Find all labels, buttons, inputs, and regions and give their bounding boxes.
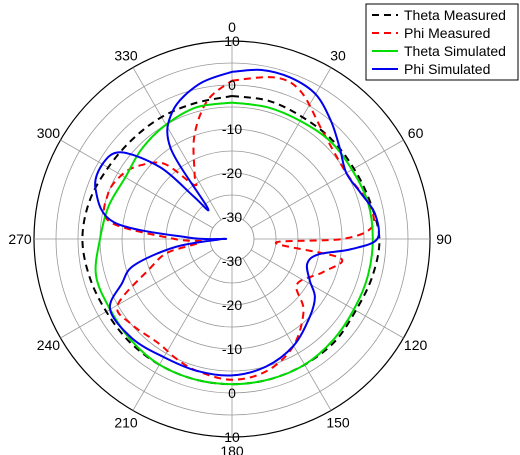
- radial-tick-label: -30: [222, 253, 242, 269]
- grid-spoke: [250, 139, 404, 229]
- angle-tick-label: 120: [404, 337, 428, 353]
- angle-tick-label: 270: [8, 231, 32, 247]
- radial-tick-label: -10: [222, 121, 242, 137]
- grid-spoke: [60, 139, 214, 229]
- grid-spoke: [132, 257, 222, 411]
- polar-grid: [33, 40, 431, 438]
- angle-tick-label: 300: [37, 125, 61, 141]
- angle-tick-label: 90: [436, 231, 452, 247]
- legend-label: Phi Simulated: [404, 61, 490, 77]
- angle-tick-label: 240: [37, 337, 61, 353]
- radial-tick-label: -30: [222, 209, 242, 225]
- grid-spoke: [250, 249, 404, 339]
- angle-tick-label: 30: [330, 47, 346, 63]
- angle-tick-label: 60: [408, 125, 424, 141]
- series-layer: [81, 68, 381, 386]
- series-line-3: [94, 101, 374, 386]
- radial-tick-label: 10: [224, 429, 240, 445]
- legend: Theta Measured Phi Measured Theta Simulate…: [365, 3, 519, 81]
- radial-tick-label: -10: [222, 341, 242, 357]
- angle-tick-label: 0: [228, 19, 236, 35]
- radial-tick-label: 0: [228, 77, 236, 93]
- grid-spoke: [242, 257, 332, 411]
- radial-tick-label: 0: [228, 385, 236, 401]
- radial-tick-label: -20: [222, 297, 242, 313]
- series-line-4: [94, 68, 381, 377]
- grid-spoke: [60, 249, 214, 339]
- legend-label: Theta Simulated: [404, 43, 506, 59]
- angle-tick-label: 150: [326, 415, 350, 431]
- angle-tick-label: 180: [220, 443, 244, 455]
- radial-tick-label: 10: [224, 33, 240, 49]
- grid-spoke: [242, 67, 332, 221]
- axis-labels: 0 30 60 90 120 150 180 210 240 270 300 330 -30 -20 -10…: [8, 19, 452, 455]
- grid-spoke: [132, 67, 222, 221]
- radial-tick-label: -20: [222, 165, 242, 181]
- angle-tick-label: 210: [114, 415, 138, 431]
- legend-label: Theta Measured: [404, 7, 506, 23]
- series-line-2: [102, 76, 376, 381]
- angle-tick-label: 330: [114, 47, 138, 63]
- legend-label: Phi Measured: [404, 25, 490, 41]
- series-line-1: [81, 95, 381, 386]
- legend-box: [365, 3, 519, 81]
